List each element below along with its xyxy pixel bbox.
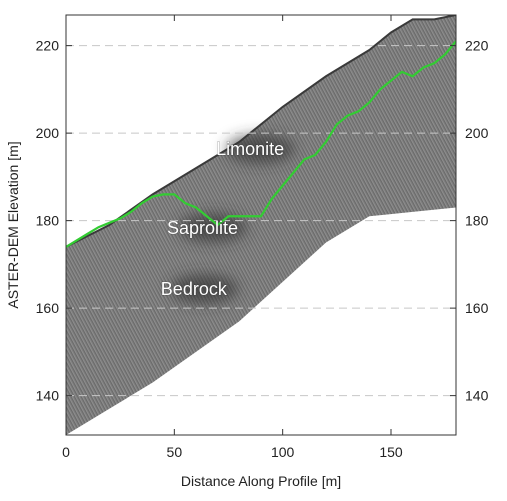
y-tick-label-right: 220 [465, 38, 489, 54]
x-tick-label: 50 [167, 444, 183, 460]
horizontal-gridlines [66, 45, 456, 397]
y-tick-label: 200 [36, 125, 60, 141]
green-elevation-line [66, 40, 456, 248]
y-tick-label: 220 [36, 38, 60, 54]
zone-label-limonite: Limonite [216, 139, 284, 159]
x-axis: 0 50 100 150 [62, 15, 403, 460]
label-shading [169, 135, 295, 303]
x-tick-label: 0 [62, 444, 70, 460]
label-shadow [169, 275, 238, 303]
y-tick-label-right: 200 [465, 125, 489, 141]
x-axis-title: Distance Along Profile [m] [181, 473, 341, 489]
zone-label-bedrock: Bedrock [161, 279, 228, 299]
y-tick-label: 180 [36, 213, 60, 229]
x-tick-label: 150 [379, 444, 403, 460]
zone-label-saprolite: Saprolite [167, 218, 238, 238]
y-tick-label: 160 [36, 300, 60, 316]
zone-labels: Limonite Saprolite Bedrock [160, 139, 284, 300]
y-axis-right: 140 160 180 200 220 [450, 38, 489, 404]
y-axis-title: ASTER-DEM Elevation [m] [5, 141, 21, 308]
radargram-image [66, 15, 456, 435]
radargram-surface-edge [66, 15, 456, 248]
y-tick-label-right: 180 [465, 213, 489, 229]
y-tick-label-right: 140 [465, 388, 489, 404]
y-tick-label: 140 [36, 388, 60, 404]
y-tick-label-right: 160 [465, 300, 489, 316]
label-shadow [226, 135, 295, 163]
y-axis-left: 140 160 180 200 220 [36, 38, 72, 404]
x-tick-label: 100 [271, 444, 295, 460]
plot-border [65, 14, 457, 436]
